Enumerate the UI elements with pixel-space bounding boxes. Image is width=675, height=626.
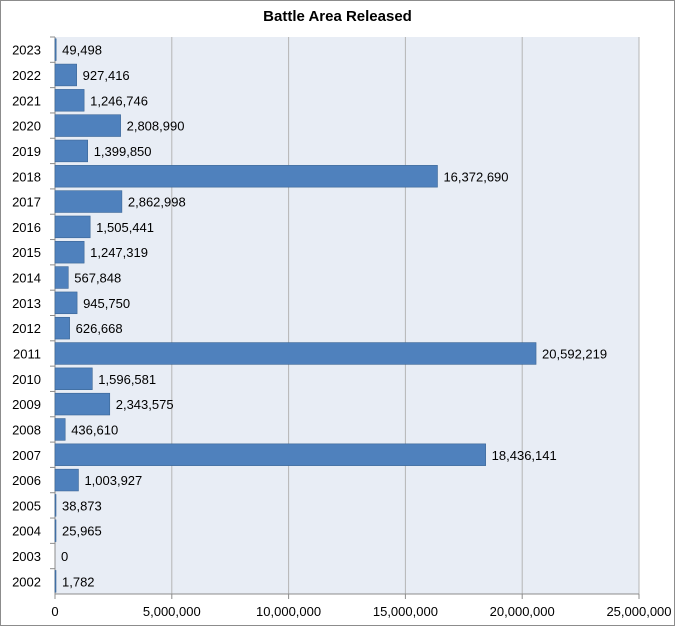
- data-label-2007: 18,436,141: [492, 448, 557, 463]
- bar-2007: [54, 443, 486, 466]
- bar-2019: [54, 139, 89, 163]
- y-tick-label: 2009: [12, 397, 41, 412]
- bar-2015: [54, 241, 85, 264]
- data-label-2020: 2,808,990: [127, 119, 185, 134]
- bar-2006: [54, 468, 79, 492]
- data-label-2009: 2,343,575: [116, 397, 174, 412]
- y-tick-label: 2019: [12, 144, 41, 159]
- bar-2002: [54, 570, 57, 593]
- data-label-2018: 16,372,690: [443, 169, 508, 184]
- data-label-2017: 2,862,998: [128, 195, 186, 210]
- y-tick-label: 2022: [12, 68, 41, 83]
- y-tick-label: 2023: [12, 43, 41, 58]
- data-label-2003: 0: [61, 549, 68, 564]
- y-tick-label: 2015: [12, 245, 41, 260]
- data-label-2005: 38,873: [62, 498, 102, 513]
- data-label-2008: 436,610: [71, 422, 118, 437]
- y-tick-label: 2005: [12, 498, 41, 513]
- y-tick-label: 2008: [12, 422, 41, 437]
- bar-2009: [54, 392, 111, 416]
- data-label-2013: 945,750: [83, 296, 130, 311]
- data-label-2011: 20,592,219: [542, 346, 607, 361]
- bar-2010: [54, 367, 93, 390]
- data-label-2002: 1,782: [62, 574, 95, 589]
- data-label-2014: 567,848: [74, 271, 121, 286]
- data-label-2021: 1,246,746: [90, 93, 148, 108]
- x-tick-label: 25,000,000: [606, 604, 671, 619]
- data-label-2006: 1,003,927: [84, 473, 142, 488]
- x-tick-label: 0: [51, 604, 58, 619]
- data-label-2019: 1,399,850: [94, 144, 152, 159]
- x-tick-label: 20,000,000: [490, 604, 555, 619]
- data-label-2015: 1,247,319: [90, 245, 148, 260]
- bar-2008: [54, 418, 66, 441]
- y-tick-label: 2020: [12, 119, 41, 134]
- data-label-2012: 626,668: [76, 321, 123, 336]
- bar-2012: [54, 316, 70, 340]
- bar-2023: [54, 38, 57, 61]
- bar-2022: [54, 63, 77, 87]
- data-label-2023: 49,498: [62, 43, 102, 58]
- plot-area: [55, 37, 639, 594]
- y-tick-label: 2006: [12, 473, 41, 488]
- bar-2011: [54, 342, 537, 365]
- y-tick-label: 2017: [12, 195, 41, 210]
- y-tick-label: 2003: [12, 549, 41, 564]
- y-tick-label: 2018: [12, 169, 41, 184]
- bar-2020: [54, 114, 121, 137]
- data-label-2010: 1,596,581: [98, 372, 156, 387]
- x-tick-label: 15,000,000: [373, 604, 438, 619]
- data-label-2004: 25,965: [62, 524, 102, 539]
- bar-2017: [54, 190, 123, 213]
- y-tick-label: 2010: [12, 372, 41, 387]
- chart-title: Battle Area Released: [263, 8, 412, 25]
- y-tick-label: 2002: [12, 574, 41, 589]
- bar-2016: [54, 215, 91, 239]
- bar-2004: [54, 519, 57, 542]
- y-tick-label: 2016: [12, 220, 41, 235]
- bar-2018: [54, 165, 438, 188]
- data-label-2022: 927,416: [83, 68, 130, 83]
- bar-2021: [54, 89, 85, 112]
- y-tick-label: 2007: [12, 448, 41, 463]
- y-tick-label: 2004: [12, 524, 41, 539]
- data-label-2016: 1,505,441: [96, 220, 154, 235]
- x-tick-label: 10,000,000: [256, 604, 321, 619]
- bar-2005: [54, 494, 57, 517]
- y-tick-label: 2021: [12, 93, 41, 108]
- x-tick-label: 5,000,000: [143, 604, 201, 619]
- y-tick-label: 2012: [12, 321, 41, 336]
- bar-2013: [54, 291, 78, 315]
- bar-2014: [54, 266, 69, 289]
- y-tick-label: 2014: [12, 271, 41, 286]
- y-tick-label: 2013: [12, 296, 41, 311]
- y-tick-label: 2011: [13, 346, 41, 361]
